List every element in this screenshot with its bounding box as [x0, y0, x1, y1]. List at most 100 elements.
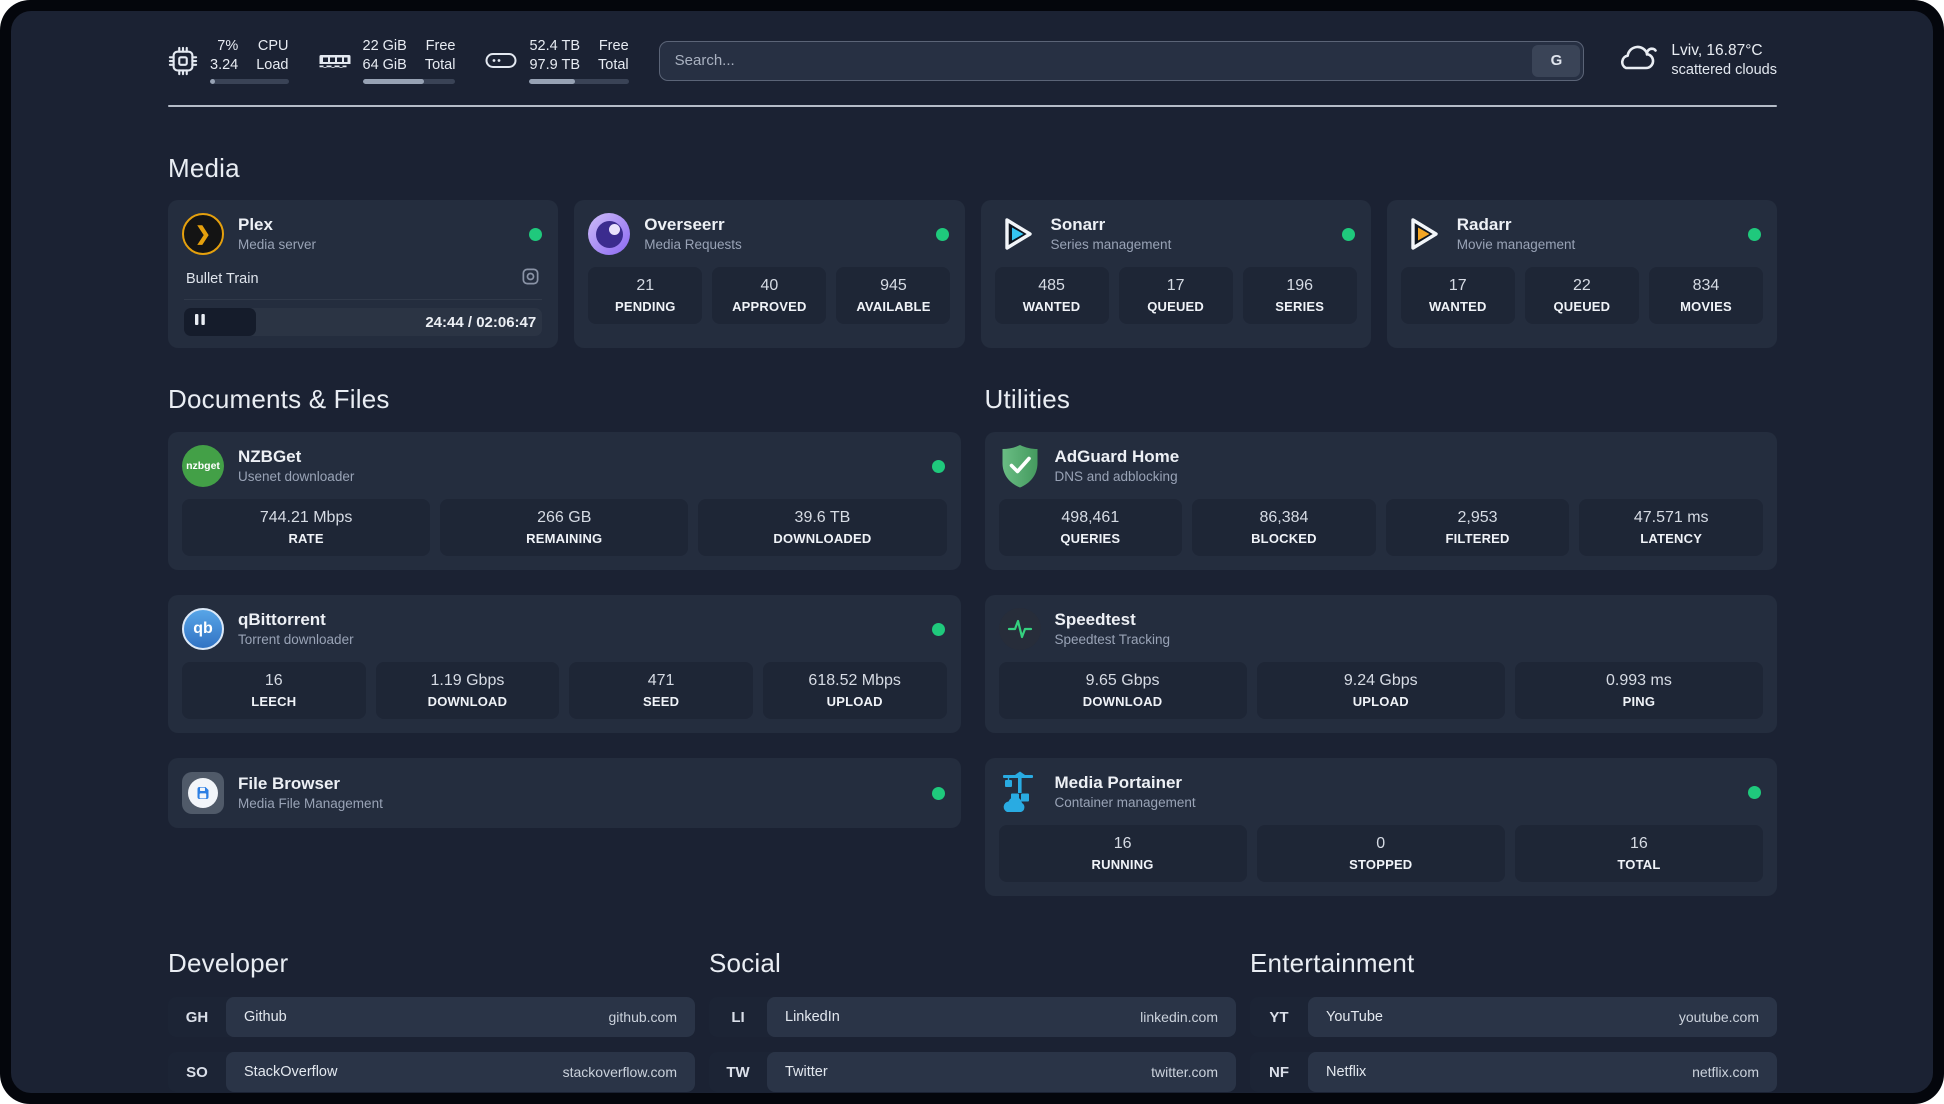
stat-download-value: 1.19 Gbps	[430, 672, 505, 689]
stat-upload-label: UPLOAD	[826, 694, 883, 709]
app-card-speedtest[interactable]: Speedtest Speedtest Tracking 9.65 Gbps D…	[984, 595, 1778, 733]
weather-condition: scattered clouds	[1671, 62, 1777, 78]
cloud-icon	[1614, 42, 1658, 79]
bookmark-linkedin[interactable]: LI LinkedIn linkedin.com	[709, 997, 1236, 1037]
top-bar: 7% 3.24 CPU Load	[168, 37, 1777, 84]
adguard-shield-icon	[999, 445, 1041, 488]
bookmark-twitter[interactable]: TW Twitter twitter.com	[709, 1052, 1236, 1092]
app-card-filebrowser[interactable]: File Browser Media File Management	[168, 758, 961, 828]
app-card-plex[interactable]: ❯ Plex Media server Bullet Train	[168, 200, 559, 348]
cpu-labels: CPU Load	[256, 37, 288, 75]
app-card-portainer[interactable]: Media Portainer Container management 16 …	[984, 758, 1777, 896]
app-card-adguard[interactable]: AdGuard Home DNS and adblocking 498,461 …	[984, 432, 1777, 570]
stat-upload-value: 618.52 Mbps	[808, 672, 901, 689]
stat-pending: 21 PENDING	[588, 267, 703, 324]
stat-total-label: TOTAL	[1617, 857, 1661, 872]
qbittorrent-desc: Torrent downloader	[238, 632, 354, 647]
bookmark-url: youtube.com	[1678, 1009, 1759, 1025]
bookmark-github[interactable]: GH Github github.com	[168, 997, 695, 1037]
stat-running-value: 16	[1113, 835, 1132, 852]
stat-latency-label: LATENCY	[1640, 531, 1703, 546]
stat-queued: 22 QUEUED	[1524, 267, 1639, 324]
app-card-overseerr[interactable]: Overseerr Media Requests 21 PENDING 40 A…	[574, 200, 965, 348]
portainer-crane-icon	[999, 771, 1041, 813]
stat-wanted-value: 17	[1448, 277, 1467, 294]
stat-ping: 0.993 ms PING	[1514, 662, 1764, 719]
filebrowser-desc: Media File Management	[238, 796, 383, 811]
speedtest-stats: 9.65 Gbps DOWNLOAD 9.24 Gbps UPLOAD 0.99…	[985, 660, 1778, 733]
playback-progress-fill	[184, 308, 256, 336]
stat-movies-value: 834	[1692, 277, 1720, 294]
speedtest-pulse-icon	[998, 608, 1041, 650]
stat-pending-label: PENDING	[614, 299, 676, 314]
pause-icon[interactable]	[194, 313, 206, 331]
stat-wanted: 485 WANTED	[994, 267, 1109, 324]
bookmark-netflix[interactable]: NF Netflix netflix.com	[1250, 1052, 1777, 1092]
nzbget-card-header: nzbget NZBGet Usenet downloader	[168, 432, 961, 497]
disk-free-value: 52.4 TB	[529, 38, 581, 54]
stat-upload: 9.24 Gbps UPLOAD	[1256, 662, 1505, 719]
filebrowser-name: File Browser	[238, 774, 341, 793]
stat-queued-value: 17	[1166, 277, 1185, 294]
search-bar[interactable]: G	[658, 40, 1585, 81]
nzbget-status-dot	[931, 459, 945, 473]
bookmark-name: LinkedIn	[785, 1009, 840, 1025]
bookmark-abbr: SO	[186, 1063, 208, 1081]
stat-rate: 744.21 Mbps RATE	[182, 499, 431, 556]
stat-approved-label: APPROVED	[732, 299, 807, 314]
media-grid: ❯ Plex Media server Bullet Train	[168, 200, 1777, 348]
app-card-qbittorrent[interactable]: qb qBittorrent Torrent downloader 16 LEE…	[168, 595, 961, 733]
bookmarks-developer: Developer GH Github github.com SO StackO…	[168, 948, 695, 1093]
stat-queued-label: QUEUED	[1553, 299, 1611, 314]
bookmark-abbr: NF	[1269, 1063, 1289, 1081]
stat-download-label: DOWNLOAD	[427, 694, 508, 709]
bookmark-url: twitter.com	[1151, 1064, 1218, 1080]
ram-progress-bar	[362, 79, 456, 84]
app-card-radarr[interactable]: Radarr Movie management 17 WANTED 22 QUE…	[1386, 200, 1777, 348]
stat-upload-value: 9.24 Gbps	[1343, 672, 1418, 689]
plex-name: Plex	[238, 215, 273, 234]
disk-free-label: Free	[598, 38, 629, 54]
stat-wanted: 17 WANTED	[1400, 267, 1515, 324]
stat-rate-value: 744.21 Mbps	[259, 509, 353, 526]
bookmark-url: stackoverflow.com	[562, 1064, 677, 1080]
qbittorrent-stats: 16 LEECH 1.19 Gbps DOWNLOAD 471 SEED 618…	[168, 660, 961, 733]
speedtest-name: Speedtest	[1054, 610, 1136, 629]
nzbget-desc: Usenet downloader	[238, 469, 355, 484]
stat-movies-label: MOVIES	[1680, 299, 1732, 314]
stat-remaining-label: REMAINING	[526, 531, 603, 546]
bookmark-stackoverflow[interactable]: SO StackOverflow stackoverflow.com	[168, 1052, 695, 1092]
bookmark-youtube[interactable]: YT YouTube youtube.com	[1250, 997, 1777, 1037]
stat-download-label: DOWNLOAD	[1082, 694, 1163, 709]
stat-remaining-value: 266 GB	[537, 509, 592, 526]
search-input[interactable]	[662, 52, 1533, 69]
nzbget-name: NZBGet	[238, 447, 302, 466]
adguard-name: AdGuard Home	[1054, 447, 1180, 466]
bookmark-abbr: TW	[726, 1063, 750, 1081]
stat-filtered: 2,953 FILTERED	[1385, 499, 1570, 556]
stat-leech-label: LEECH	[251, 694, 297, 709]
qbittorrent-status-dot	[931, 622, 945, 636]
cpu-progress-bar	[210, 79, 289, 84]
utilities-section: Utilities AdGuard Home	[984, 384, 1778, 896]
ram-progress-fill	[362, 79, 424, 84]
cpu-label: CPU	[257, 38, 289, 54]
playback-time: 24:44 / 02:06:47	[425, 313, 537, 331]
section-title-developer: Developer	[168, 948, 289, 978]
qbittorrent-card-header: qb qBittorrent Torrent downloader	[168, 595, 961, 660]
overseerr-icon	[588, 213, 631, 255]
disk-total-label: Total	[598, 57, 629, 73]
stat-stopped-value: 0	[1376, 835, 1386, 852]
stat-upload: 618.52 Mbps UPLOAD	[762, 662, 947, 719]
sonarr-card-header: Sonarr Series management	[981, 200, 1371, 265]
app-card-sonarr[interactable]: Sonarr Series management 485 WANTED 17 Q…	[980, 200, 1371, 348]
search-engine-button[interactable]: G	[1532, 44, 1581, 77]
playback-progress-bar[interactable]: 24:44 / 02:06:47	[184, 308, 542, 336]
stat-wanted-label: WANTED	[1022, 299, 1081, 314]
cast-icon[interactable]	[521, 267, 540, 291]
ram-total-label: Total	[424, 57, 456, 73]
overseerr-card-header: Overseerr Media Requests	[574, 200, 964, 265]
app-card-nzbget[interactable]: nzbget NZBGet Usenet downloader 744.21 M…	[168, 432, 961, 570]
stat-ping-label: PING	[1622, 694, 1656, 709]
